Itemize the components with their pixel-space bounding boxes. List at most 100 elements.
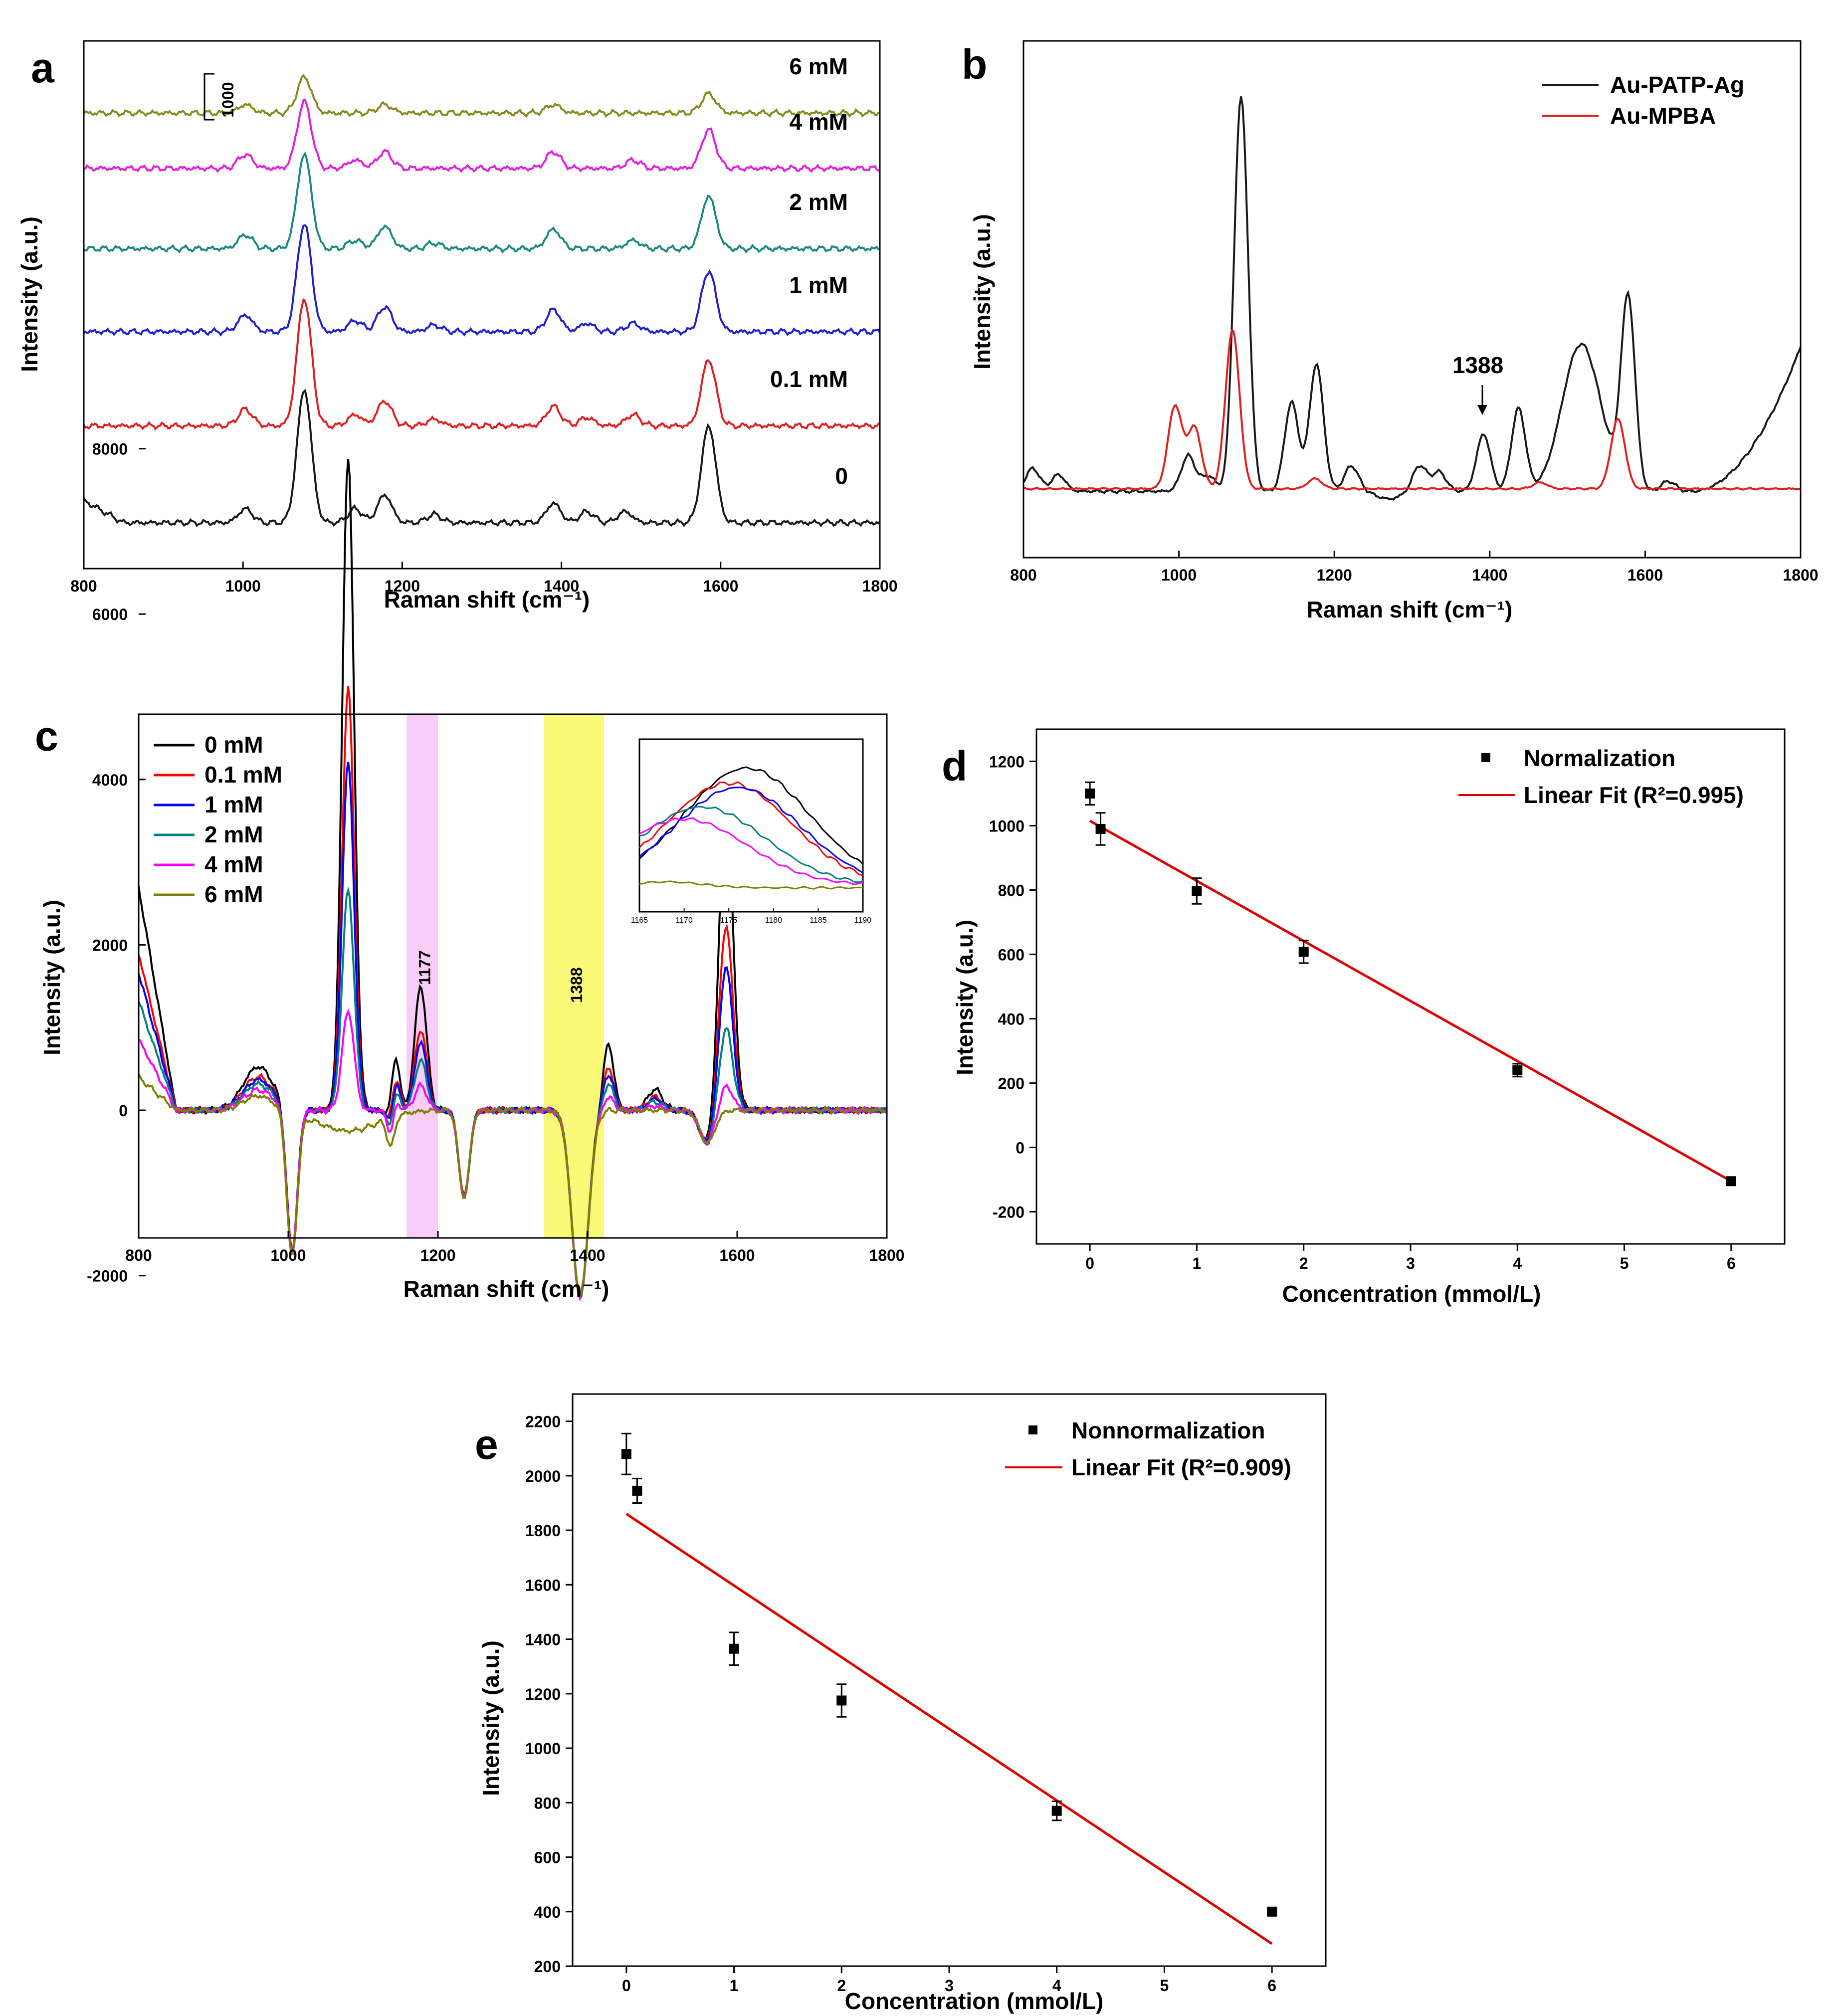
panel-label-c: c <box>35 713 58 760</box>
inset-line-3 <box>639 806 863 883</box>
e-point-4 <box>1051 1806 1062 1816</box>
panel-b-annotation: 1388 <box>1452 352 1503 415</box>
c-xtick-label: 1200 <box>420 1246 455 1264</box>
d-xtick-label: 2 <box>1299 1254 1308 1272</box>
b-xtick-label: 1200 <box>1317 566 1352 584</box>
panel-a-series <box>83 74 881 528</box>
panel-e-legend: Nonnormalization Linear Fit (R²=0.909) <box>1005 1417 1291 1480</box>
e-point-5 <box>1267 1906 1277 1917</box>
d-xtick-label: 1 <box>1193 1254 1202 1272</box>
legend-label-nonnormalization: Nonnormalization <box>1071 1417 1265 1443</box>
e-xtick-label: 1 <box>730 1977 739 1995</box>
e-xtick-label: 2 <box>837 1977 846 1995</box>
series-line-a-3 <box>83 151 880 254</box>
e-ytick-label: 1400 <box>525 1631 561 1649</box>
inset-xtick-label: 1185 <box>810 916 827 925</box>
b-xtick-label: 800 <box>1010 566 1036 584</box>
panel-a-frame <box>83 40 881 570</box>
panel-label-e: e <box>475 1421 498 1468</box>
d-xtick-label: 5 <box>1620 1254 1629 1272</box>
c-xtick-label: 1000 <box>270 1246 306 1264</box>
e-point-1 <box>632 1485 642 1496</box>
inset-xtick-label: 1180 <box>765 916 783 925</box>
series-line-a-4 <box>83 99 880 173</box>
d-xtick-label: 6 <box>1727 1254 1736 1272</box>
panel-c-inset: 1165 1170 1175 1180 1185 1190 <box>631 738 871 925</box>
d-point-4 <box>1512 1065 1523 1075</box>
c-ytick-label: 6000 <box>92 605 128 623</box>
d-ytick-label: 0 <box>1016 1139 1024 1157</box>
a-xtick-label: 1600 <box>703 577 738 595</box>
e-ytick-label: 2000 <box>525 1467 561 1485</box>
a-xtick-label: 1000 <box>225 577 261 595</box>
b-xtick-label: 1800 <box>1783 566 1818 584</box>
panel-label-b: b <box>962 41 987 88</box>
panel-b-frame <box>1022 40 1802 559</box>
panel-b-x-ticks: 800 1000 1200 1400 1600 1800 <box>1010 551 1819 584</box>
d-xtick-label: 4 <box>1513 1254 1522 1272</box>
d-ytick-label: 800 <box>998 882 1024 900</box>
inset-xtick-label: 1165 <box>631 916 648 925</box>
panel-label-a: a <box>31 44 55 91</box>
inset-line-4 <box>639 817 863 885</box>
panel-e: e 0 1 2 3 4 5 6 200 400 600 800 1000 1200 1400 1600 180… <box>475 1393 1327 2014</box>
d-ytick-label: 600 <box>998 946 1024 964</box>
d-point-0 <box>1085 789 1095 799</box>
b-xtick-label: 1600 <box>1628 566 1663 584</box>
d-xtick-label: 0 <box>1085 1254 1094 1272</box>
d-ytick-label: 200 <box>998 1075 1024 1093</box>
series-line-a-5 <box>83 74 880 118</box>
panel-label-d: d <box>942 743 967 790</box>
panel-a-series-labels: 0 0.1 mM 1 mM 2 mM 4 mM 6 mM <box>770 53 848 489</box>
e-xtick-label: 6 <box>1267 1977 1276 1995</box>
c-xtick-label: 1600 <box>719 1246 755 1264</box>
panel-c-legend: 0 mM 0.1 mM 1 mM 2 mM 4 mM 6 mM <box>154 732 282 907</box>
c-ytick-label: 8000 <box>92 440 128 458</box>
panel-e-ylabel: Intensity (a.u.) <box>478 1640 504 1796</box>
series-label-a-1: 0.1 mM <box>770 366 848 392</box>
inset-line-2 <box>638 787 863 874</box>
b-xtick-label: 1400 <box>1472 566 1507 584</box>
legend-label-c-2: 1 mM <box>204 792 263 817</box>
d-point-1 <box>1095 823 1106 834</box>
panel-c-ylabel: Intensity (a.u.) <box>39 900 65 1055</box>
legend-label-c-3: 2 mM <box>204 821 263 847</box>
panel-c-series <box>138 459 888 1301</box>
panel-a-ylabel: Intensity (a.u.) <box>16 216 42 372</box>
legend-label-au-patp-ag: Au-PATP-Ag <box>1610 72 1744 98</box>
e-ytick-label: 200 <box>534 1958 561 1976</box>
panel-c-xlabel: Raman shift (cm⁻¹) <box>404 1276 610 1302</box>
legend-label-c-5: 6 mM <box>204 881 263 907</box>
panel-b-xlabel: Raman shift (cm⁻¹) <box>1307 597 1513 622</box>
e-ytick-label: 600 <box>534 1849 561 1867</box>
legend-label-c-4: 4 mM <box>204 851 263 877</box>
d-ytick-label: 400 <box>998 1010 1024 1028</box>
series-label-a-4: 4 mM <box>789 109 848 135</box>
a-xtick-label: 1200 <box>385 577 420 595</box>
e-ytick-label: 1000 <box>525 1740 561 1758</box>
panel-a: a 1000 Intensity (a.u.) Raman shift (cm⁻… <box>16 40 898 612</box>
e-xtick-label: 4 <box>1052 1977 1061 1995</box>
c-ytick-label: -2000 <box>87 1267 128 1285</box>
panel-c-bands: 1177 1388 <box>407 714 604 1238</box>
panel-e-plot: 0 1 2 3 4 5 6 200 400 600 800 1000 1200 1400 1600 1800 2… <box>525 1393 1327 1995</box>
panel-b-legend: Au-PATP-Ag Au-MPBA <box>1542 72 1744 129</box>
panel-d-ylabel: Intensity (a.u.) <box>952 920 978 1075</box>
series-label-a-3: 2 mM <box>789 189 848 215</box>
c-ytick-label: 2000 <box>92 936 128 954</box>
a-xtick-label: 800 <box>70 577 97 595</box>
band-1177 <box>407 714 438 1238</box>
panel-a-scale-bar: 1000 <box>204 73 237 121</box>
e-ytick-label: 1800 <box>525 1522 561 1540</box>
legend-label-fit-d: Linear Fit (R²=0.995) <box>1524 782 1744 808</box>
e-ytick-label: 1600 <box>525 1576 561 1594</box>
scale-bar-bracket <box>204 73 214 121</box>
series-label-a-2: 1 mM <box>789 272 848 298</box>
panel-b-series <box>1022 96 1802 501</box>
e-ytick-label: 1200 <box>525 1685 561 1703</box>
panel-b: b Intensity (a.u.) Raman shift (cm⁻¹) 80… <box>962 40 1819 622</box>
d-fit-line <box>1089 819 1732 1183</box>
series-line-a-1 <box>83 298 881 431</box>
panel-c-ticks: 800 1000 1200 1400 1600 1800 -2000 0 2000 4000 600… <box>87 440 904 1285</box>
